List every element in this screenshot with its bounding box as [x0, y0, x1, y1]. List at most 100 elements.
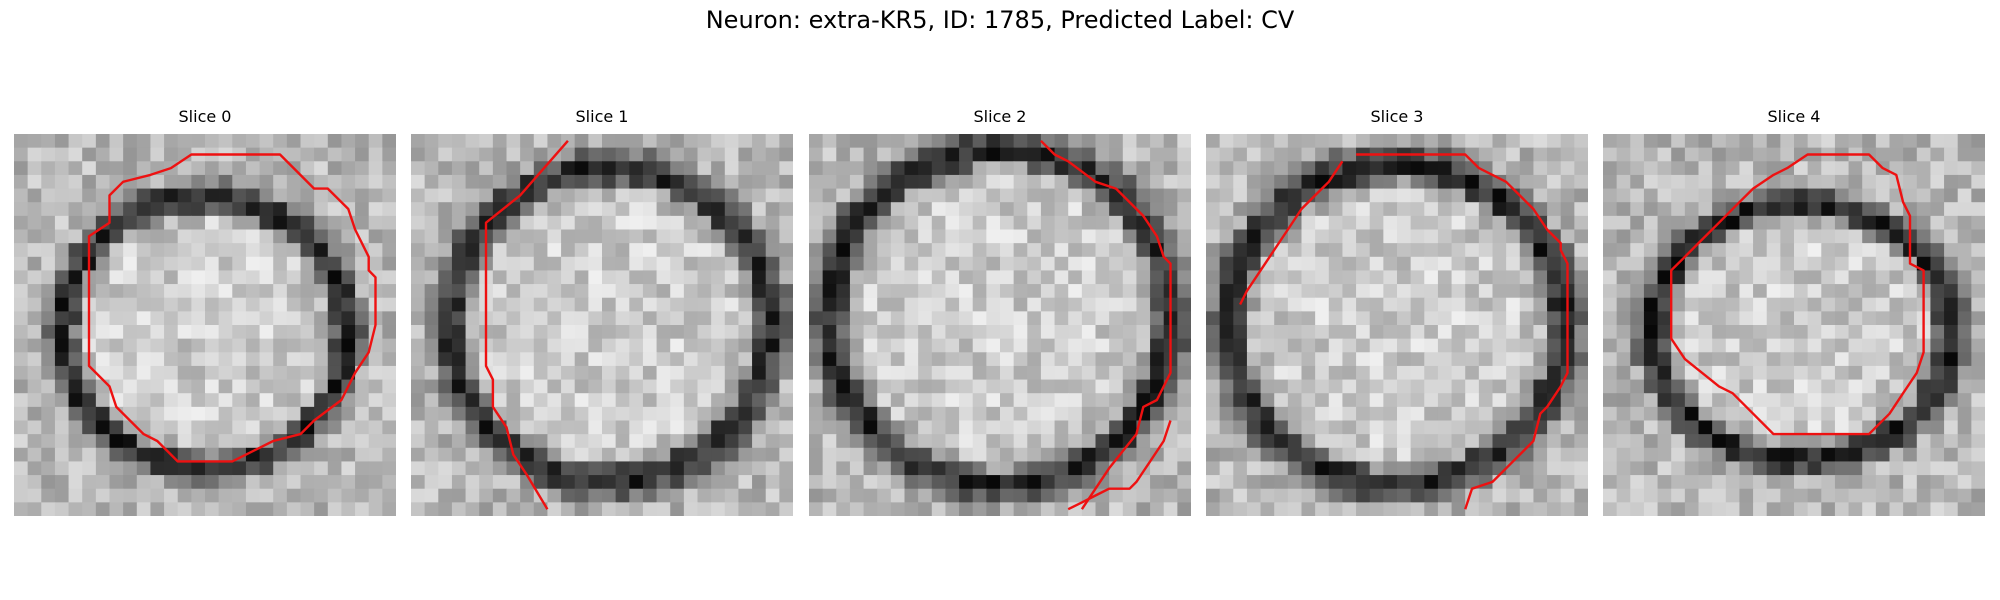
image-pixel — [1206, 270, 1221, 285]
image-pixel — [849, 147, 865, 162]
image-pixel — [14, 338, 29, 353]
image-pixel — [1219, 420, 1234, 435]
image-pixel — [1383, 502, 1398, 516]
image-pixel — [959, 311, 974, 326]
image-pixel — [1246, 379, 1262, 394]
image-pixel — [1603, 379, 1618, 394]
image-pixel — [1410, 379, 1425, 394]
image-pixel — [1081, 284, 1097, 299]
image-pixel — [1753, 270, 1768, 285]
image-pixel — [1971, 284, 1985, 299]
image-pixel — [1657, 134, 1672, 149]
image-pixel — [232, 256, 247, 272]
image-pixel — [1478, 488, 1494, 503]
image-pixel — [738, 202, 753, 217]
image-pixel — [1971, 147, 1985, 162]
image-pixel — [273, 202, 288, 217]
image-pixel — [1397, 311, 1412, 326]
image-pixel — [809, 461, 824, 476]
image-pixel — [1698, 243, 1713, 258]
image-pixel — [164, 134, 179, 149]
image-pixel — [54, 325, 70, 340]
image-pixel — [123, 488, 138, 503]
image-pixel — [1397, 202, 1412, 217]
image-pixel — [1766, 325, 1781, 340]
image-pixel — [1821, 270, 1836, 285]
image-pixel — [1547, 325, 1562, 340]
image-pixel — [1875, 147, 1891, 162]
image-pixel — [1437, 270, 1453, 285]
image-pixel — [41, 488, 56, 503]
image-pixel — [1684, 488, 1700, 503]
image-pixel — [890, 379, 906, 394]
image-pixel — [1547, 338, 1562, 353]
image-pixel — [1068, 215, 1083, 231]
image-pixel — [1109, 229, 1124, 244]
image-pixel — [1643, 202, 1659, 217]
image-pixel — [300, 325, 315, 340]
image-pixel — [547, 325, 562, 340]
image-pixel — [1136, 202, 1151, 217]
image-pixel — [1109, 488, 1124, 503]
image-pixel — [411, 475, 426, 490]
image-pixel — [368, 161, 383, 176]
image-pixel — [1603, 161, 1618, 176]
image-pixel — [1410, 461, 1425, 476]
image-pixel — [1794, 461, 1809, 476]
image-pixel — [109, 488, 124, 503]
image-pixel — [765, 447, 780, 463]
image-pixel — [1684, 502, 1700, 516]
image-pixel — [931, 229, 947, 244]
image-pixel — [1643, 161, 1659, 176]
image-pixel — [738, 420, 753, 435]
image-pixel — [82, 502, 97, 516]
image-pixel — [1122, 174, 1138, 190]
image-pixel — [1657, 393, 1672, 408]
image-pixel — [1533, 243, 1548, 258]
image-pixel — [683, 325, 699, 340]
image-pixel — [711, 502, 726, 516]
image-pixel — [1506, 365, 1521, 381]
image-pixel — [836, 475, 851, 490]
image-pixel — [1794, 379, 1809, 394]
image-pixel — [286, 229, 302, 244]
image-pixel — [822, 502, 837, 516]
image-pixel — [1603, 134, 1618, 149]
image-pixel — [1177, 447, 1191, 463]
image-pixel — [1506, 420, 1521, 435]
image-pixel — [1219, 243, 1234, 258]
image-pixel — [259, 229, 274, 244]
image-pixel — [822, 420, 837, 435]
image-pixel — [1616, 325, 1631, 340]
image-pixel — [752, 188, 767, 203]
image-pixel — [547, 447, 562, 463]
image-pixel — [918, 297, 933, 312]
image-pixel — [1930, 147, 1945, 162]
image-pixel — [382, 502, 396, 516]
image-pixel — [1054, 461, 1069, 476]
image-pixel — [822, 147, 837, 162]
image-pixel — [109, 325, 124, 340]
image-pixel — [738, 174, 753, 190]
image-pixel — [1519, 174, 1535, 190]
image-pixel — [1356, 475, 1371, 490]
image-pixel — [506, 420, 521, 435]
image-pixel — [520, 488, 535, 503]
image-pixel — [1150, 256, 1165, 272]
image-pixel — [1630, 229, 1645, 244]
image-pixel — [1397, 256, 1412, 272]
image-pixel — [1834, 475, 1850, 490]
image-pixel — [1163, 502, 1178, 516]
image-pixel — [411, 379, 426, 394]
image-pixel — [205, 434, 220, 449]
image-pixel — [724, 174, 740, 190]
image-pixel — [904, 284, 919, 299]
image-pixel — [738, 338, 753, 353]
image-pixel — [588, 256, 603, 272]
image-pixel — [1342, 202, 1357, 217]
image-pixel — [588, 379, 603, 394]
image-pixel — [1246, 365, 1262, 381]
image-pixel — [1753, 379, 1768, 394]
image-pixel — [1916, 434, 1932, 449]
image-pixel — [123, 311, 138, 326]
